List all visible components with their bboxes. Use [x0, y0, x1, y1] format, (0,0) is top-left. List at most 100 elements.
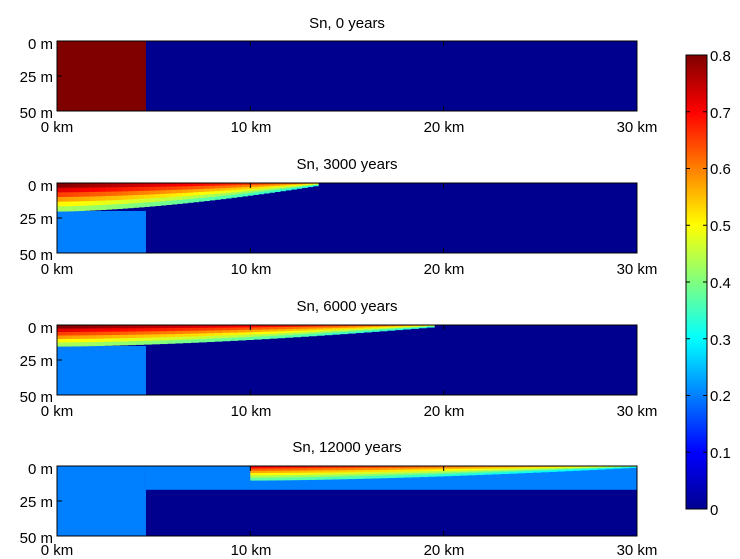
panel-2-region-1-cell [96, 331, 105, 336]
panel-1-region-1-cell [192, 192, 199, 197]
panel-2-region-1-cell [363, 326, 372, 328]
panel-0-ytick-1: 25 m [20, 69, 53, 86]
panel-3-region-2-cell [347, 476, 356, 480]
panel-2-region-1-cell [426, 326, 435, 328]
panel-2-region-1-cell [151, 340, 160, 345]
panel-1-region-1-cell [62, 206, 69, 212]
panel-3-region-2-cell [363, 466, 372, 469]
panel-1-region-1-cell [225, 195, 232, 199]
panel-1-region-1-cell [263, 186, 270, 189]
panel-3-region-2-cell [322, 474, 332, 478]
panel-1-region-1-cell [301, 184, 308, 186]
panel-2-region-1-cell [214, 333, 223, 337]
colorbar-label-3: 0.3 [710, 332, 731, 349]
panel-1-region-1-cell [133, 195, 140, 200]
panel-2-region-1-cell [245, 332, 254, 336]
panel-1-region-1-cell [89, 187, 96, 193]
panel-3-region-2-cell [548, 469, 558, 472]
panel-2-region-1-cell [253, 336, 262, 340]
panel-3-region-2-cell [467, 471, 477, 474]
panel-3-region-2-cell [419, 467, 429, 471]
panel-1-region-1-cell [258, 183, 265, 186]
panel-3-region-2-cell [483, 471, 493, 474]
panel-3-region-2-cell [330, 474, 340, 478]
panel-1-region-1-cell [269, 186, 276, 189]
panel-3-region-2-cell [290, 466, 300, 469]
panel-3-region-2-cell [355, 476, 364, 479]
panel-2-region-1-cell [269, 325, 278, 328]
panel-1-region-1-cell [274, 189, 281, 192]
panel-3-region-2-cell [483, 467, 493, 470]
panel-2-region-1-cell [127, 334, 137, 339]
panel-3-region-2-cell [419, 466, 429, 469]
panel-2-region-1-cell [229, 332, 239, 336]
panel-3-region-2-cell [435, 469, 445, 472]
panel-1-region-1-cell [160, 193, 167, 199]
panel-2-region-1-cell [402, 325, 412, 327]
panel-1-region-1-cell [220, 195, 227, 200]
panel-3-region-2-cell [298, 472, 308, 476]
panel-2-region-1-cell [182, 336, 192, 341]
panel-2-region-1-cell [174, 336, 184, 341]
panel-2-region-1-cell [119, 334, 129, 339]
panel-3-region-2-cell [314, 472, 324, 476]
panel-3-region-2-cell [475, 473, 485, 476]
panel-1-ytick-0: 0 m [28, 178, 53, 195]
panel-1-region-1-cell [182, 186, 189, 191]
panel-3-region-2-cell [516, 468, 525, 470]
panel-1-region-1-cell [84, 183, 91, 189]
panel-3-region-2-cell [387, 467, 396, 471]
panel-2-region-1-cell [80, 342, 90, 347]
panel-3-region-2-cell [338, 466, 348, 469]
panel-1-region-1-cell [187, 183, 194, 187]
panel-1-region-1-cell [209, 197, 216, 201]
panel-3-region-2-cell [411, 474, 421, 478]
panel-1-region-1-cell [231, 187, 238, 191]
panel-2-region-1-cell [166, 331, 176, 335]
panel-3-region-2-cell [459, 473, 469, 476]
panel-3-region-2-cell [274, 470, 284, 474]
panel-1-region-1-cell [252, 192, 259, 195]
panel-2-region-1-cell [198, 336, 207, 340]
panel-3-region-2-cell [508, 469, 517, 472]
panel-2-region-1-cell [80, 325, 90, 330]
panel-1-region-1-cell [89, 205, 96, 211]
panel-1-region-1-cell [176, 199, 183, 204]
panel-3-region-2-cell [451, 469, 461, 472]
panel-1-region-1-cell [279, 185, 286, 188]
panel-2-region-1-cell [402, 328, 412, 330]
panel-1-region-1-cell [187, 189, 194, 194]
panel-1-region-1-cell [187, 186, 194, 191]
panel-1-region-1-cell [116, 204, 123, 209]
panel-1-region-1-cell [209, 191, 216, 195]
panel-1-region-1-cell [111, 183, 118, 188]
panel-1-region-1-cell [138, 202, 145, 208]
panel-3-region-2-cell [483, 466, 493, 468]
panel-3-region-2-cell [306, 468, 316, 472]
panel-3-region-2-cell [330, 470, 340, 474]
panel-2-region-1-cell [269, 335, 278, 339]
panel-2-region-1-cell [347, 330, 357, 333]
panel-3-region-2-cell [500, 468, 509, 471]
panel-2-region-1-cell [386, 326, 396, 329]
panel-2-region-1-cell [261, 327, 270, 331]
panel-3-region-2-cell [548, 468, 558, 471]
panel-1-region-1-cell [122, 183, 129, 188]
panel-3-region-2-cell [451, 467, 461, 470]
panel-3-region-2-cell [266, 475, 276, 479]
panel-1-region-1-cell [203, 191, 210, 196]
panel-3-region-2-cell [443, 469, 453, 472]
panel-1-region-1-cell [290, 187, 297, 190]
panel-2-region-1-cell [182, 325, 192, 329]
panel-1-region-1-cell [258, 190, 265, 193]
panel-3-region-2-cell [467, 473, 477, 476]
panel-1-region-1-cell [290, 183, 297, 186]
panel-3-region-2-cell [330, 468, 340, 471]
panel-2-region-1-cell [355, 326, 364, 329]
panel-2-region-1-cell [119, 341, 129, 346]
colorbar-label-7: 0.7 [710, 105, 731, 122]
panel-3-region-2-cell [411, 471, 421, 474]
panel-3-region-2-cell [516, 467, 525, 469]
panel-2-region-1-cell [331, 326, 341, 329]
panel-2-region-1-cell [276, 327, 286, 330]
